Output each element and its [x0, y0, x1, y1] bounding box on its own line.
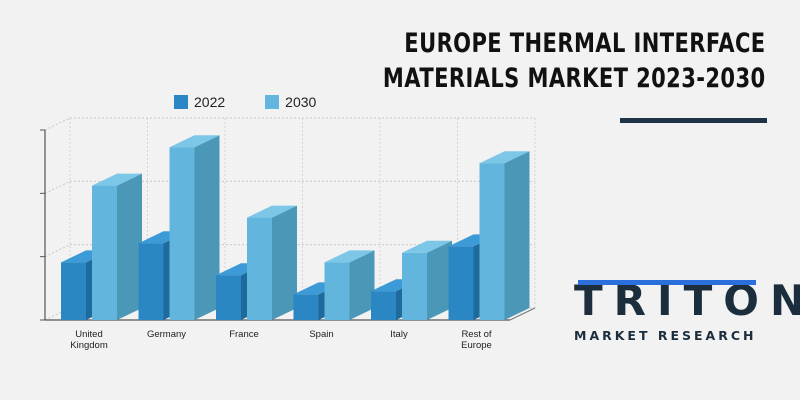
- x-tick-label-line: Italy: [390, 329, 408, 340]
- x-tick-label-4: Italy: [390, 329, 408, 340]
- bar-2030-3: [324, 262, 350, 320]
- title-divider: [620, 118, 767, 123]
- logo-wordmark: TRITON: [574, 276, 800, 325]
- x-tick-label-0: United Kingdom: [70, 329, 108, 351]
- bar-2022-0: [61, 262, 86, 320]
- x-tick-label-line: Europe: [461, 340, 492, 351]
- bar-2030-0-top: [92, 173, 142, 186]
- legend-label-2022: 2022: [194, 94, 226, 110]
- bar-2030-5: [479, 163, 505, 320]
- logo-subtitle: MARKET RESEARCH: [574, 328, 757, 343]
- x-tick-label-line: France: [229, 329, 259, 340]
- x-tick-label-line: Germany: [147, 329, 186, 340]
- bar-2030-2: [247, 217, 272, 320]
- title-line-1: EUROPE THERMAL INTERFACE: [404, 28, 766, 59]
- bar-2022-5: [448, 246, 474, 320]
- bar-2030-4-side: [427, 240, 452, 320]
- bar-2030-4: [402, 252, 427, 320]
- legend-swatch-2030: [265, 95, 280, 109]
- floor-edge-line: [509, 307, 536, 321]
- x-tick-label-line: Spain: [309, 329, 333, 340]
- bar-2022-1: [138, 243, 164, 320]
- x-tick-label-1: Germany: [147, 329, 186, 340]
- grid-depth-line-1: [44, 244, 71, 258]
- bar-2030-1-side: [194, 135, 220, 320]
- grid-depth-line-2: [44, 180, 71, 194]
- bar-2022-2: [216, 275, 241, 320]
- chart-legend: 2022 2030: [174, 94, 316, 110]
- page-title: EUROPE THERMAL INTERFACE MATERIALS MARKE…: [383, 26, 766, 96]
- x-tick-label-2: France: [229, 329, 259, 340]
- logo-accent-bar: [578, 280, 756, 285]
- title-line-2: MATERIALS MARKET 2023-2030: [383, 63, 766, 94]
- bar-2030-4-top: [402, 240, 452, 253]
- legend-swatch-2022: [174, 95, 188, 109]
- bar-2030-2-top: [247, 205, 297, 218]
- bar-2022-4: [371, 291, 396, 320]
- x-tick-label-line: Kingdom: [70, 340, 108, 351]
- x-tick-label-3: Spain: [309, 329, 333, 340]
- brand-logo: TRITON MARKET RESEARCH: [574, 276, 800, 344]
- bar-2030-1: [169, 147, 195, 320]
- legend-item-2030: 2030: [265, 94, 316, 110]
- x-tick-label-line: United: [75, 329, 102, 340]
- bar-2030-2-side: [272, 205, 297, 320]
- bar-2030-1-top: [169, 135, 220, 148]
- bar-2030-3-side: [349, 250, 375, 320]
- bar-2022-3: [293, 294, 319, 320]
- grid-depth-line-3: [44, 117, 71, 131]
- bar-2030-0: [92, 185, 117, 320]
- bar-2030-5-side: [504, 151, 530, 320]
- legend-item-2022: 2022: [174, 94, 225, 110]
- legend-label-2030: 2030: [285, 94, 317, 110]
- bar-2030-3-top: [324, 250, 375, 263]
- grid-depth-line-0: [44, 307, 71, 321]
- bar-2030-5-top: [479, 151, 530, 164]
- x-tick-label-line: Rest of: [461, 329, 491, 340]
- x-tick-label-5: Rest of Europe: [461, 329, 492, 351]
- bar-2030-0-side: [117, 173, 142, 320]
